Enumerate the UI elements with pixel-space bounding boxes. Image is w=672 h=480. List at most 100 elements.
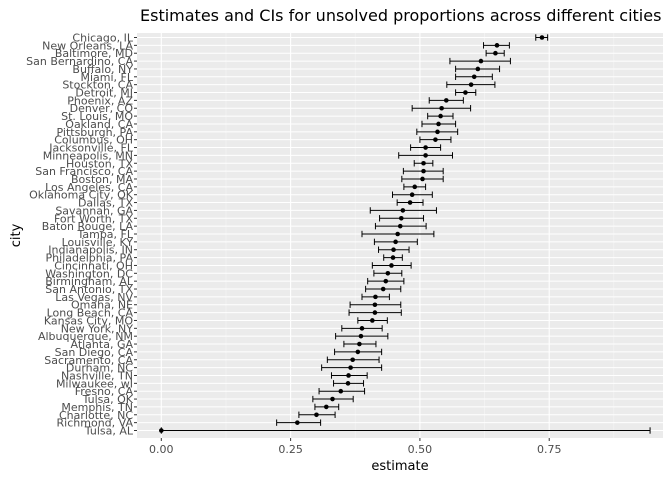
city-estimate	[349, 301, 402, 308]
city-estimate	[326, 356, 380, 363]
y-tick-label: St. Louis, MO	[61, 110, 133, 123]
estimate-point	[323, 404, 329, 410]
city-estimate	[335, 332, 389, 340]
estimate-point	[330, 396, 335, 402]
city-estimate	[318, 388, 366, 395]
estimate-point	[433, 137, 438, 142]
estimate-point	[468, 82, 474, 87]
estimate-point	[359, 326, 365, 331]
city-estimate	[535, 34, 549, 41]
y-tick-label: San Bernardino, CA	[26, 55, 133, 68]
estimate-point	[421, 168, 426, 174]
city-estimate	[392, 191, 433, 198]
estimate-point	[397, 223, 403, 229]
estimate-point	[383, 278, 389, 284]
y-tick-label: Detroit, MI	[75, 87, 133, 100]
y-tick-label: Los Angeles, CA	[45, 181, 133, 194]
city-estimate	[365, 285, 402, 293]
y-tick-label: Columbus, OH	[54, 134, 133, 147]
estimate-point	[372, 302, 378, 308]
data-marks	[159, 34, 651, 434]
y-tick-label: New York, NY	[61, 322, 134, 335]
y-tick-label: Richmond, VA	[57, 417, 134, 430]
y-tick-label: Baltimore, MD	[55, 47, 133, 60]
city-estimate	[455, 65, 501, 73]
estimate-point	[370, 318, 375, 323]
city-estimate	[401, 175, 444, 183]
y-tick-label: Las Vegas, NV	[55, 291, 133, 304]
estimate-point	[438, 113, 443, 119]
estimate-point	[314, 412, 319, 418]
y-tick-label: Memphis, TN	[61, 401, 133, 414]
city-estimate	[419, 136, 452, 143]
city-estimate	[402, 167, 444, 175]
estimate-point	[385, 271, 391, 276]
estimate-point	[380, 286, 386, 292]
estimate-point	[443, 98, 449, 103]
chart-title: Estimates and CIs for unsolved proportio…	[140, 6, 661, 25]
y-tick-label: Long Beach, CA	[47, 307, 134, 320]
city-estimate	[343, 340, 377, 348]
city-estimate	[333, 380, 365, 387]
y-tick-label: Houston, TX	[66, 157, 133, 170]
estimate-point	[463, 90, 468, 95]
estimate-point	[372, 310, 378, 315]
estimate-point	[423, 145, 428, 150]
city-estimate	[373, 238, 418, 246]
estimate-point	[471, 74, 477, 80]
estimate-point	[358, 333, 364, 339]
y-tick-label: Chicago, IL	[72, 32, 133, 45]
estimate-point	[345, 381, 351, 386]
estimate-point	[395, 231, 400, 237]
x-tick-label: 0.50	[408, 443, 433, 456]
estimate-point	[423, 153, 428, 158]
estimate-point	[350, 357, 355, 363]
y-tick-label: Louisville, KY	[62, 236, 134, 249]
y-tick-label: San Diego, CA	[55, 346, 134, 359]
estimate-point	[420, 176, 425, 182]
x-axis-ticks: 0.00 0.25 0.50 0.75	[149, 438, 561, 456]
city-estimate	[374, 222, 427, 230]
x-tick-label: 0.75	[537, 443, 562, 456]
y-tick-label: New Orleans, LA	[42, 39, 133, 52]
city-estimate	[449, 57, 511, 65]
y-tick-label: San Antonio, TX	[45, 283, 133, 296]
city-estimate	[396, 199, 424, 206]
city-estimate	[379, 215, 425, 222]
city-estimate	[369, 207, 437, 214]
y-tick-label: Omaha, NE	[71, 299, 133, 312]
y-tick-label: Tulsa, AL	[84, 425, 134, 438]
city-estimate	[378, 246, 410, 253]
y-tick-label: Miami, FL	[80, 71, 133, 84]
y-tick-label: Dallas, TX	[78, 197, 134, 210]
city-estimate	[403, 183, 427, 191]
estimate-point	[412, 184, 418, 190]
estimate-point	[407, 200, 413, 205]
estimate-point	[348, 365, 353, 370]
city-estimate	[371, 262, 412, 269]
plot-panel	[137, 33, 663, 438]
estimate-point	[355, 349, 361, 355]
estimate-point	[400, 208, 406, 213]
estimate-point	[436, 121, 441, 127]
city-estimate	[334, 348, 383, 356]
city-estimate	[455, 89, 477, 96]
estimate-point	[338, 388, 344, 394]
estimate-point	[357, 341, 362, 347]
y-tick-label: Tampa, FL	[76, 228, 133, 241]
y-tick-label: Denver, CO	[70, 102, 134, 115]
estimate-point	[421, 160, 426, 166]
city-estimate	[383, 254, 403, 261]
estimate-point	[435, 129, 440, 135]
city-estimate	[361, 293, 390, 301]
estimate-point	[478, 58, 484, 64]
city-estimate	[483, 42, 510, 49]
city-estimate	[421, 120, 457, 128]
city-estimate	[361, 230, 435, 238]
city-estimate	[276, 419, 322, 426]
y-tick-label: Savannah, GA	[55, 204, 133, 217]
y-tick-label: Milwaukee, wI	[56, 377, 133, 390]
estimate-point	[398, 215, 404, 221]
estimate-point	[493, 50, 498, 56]
